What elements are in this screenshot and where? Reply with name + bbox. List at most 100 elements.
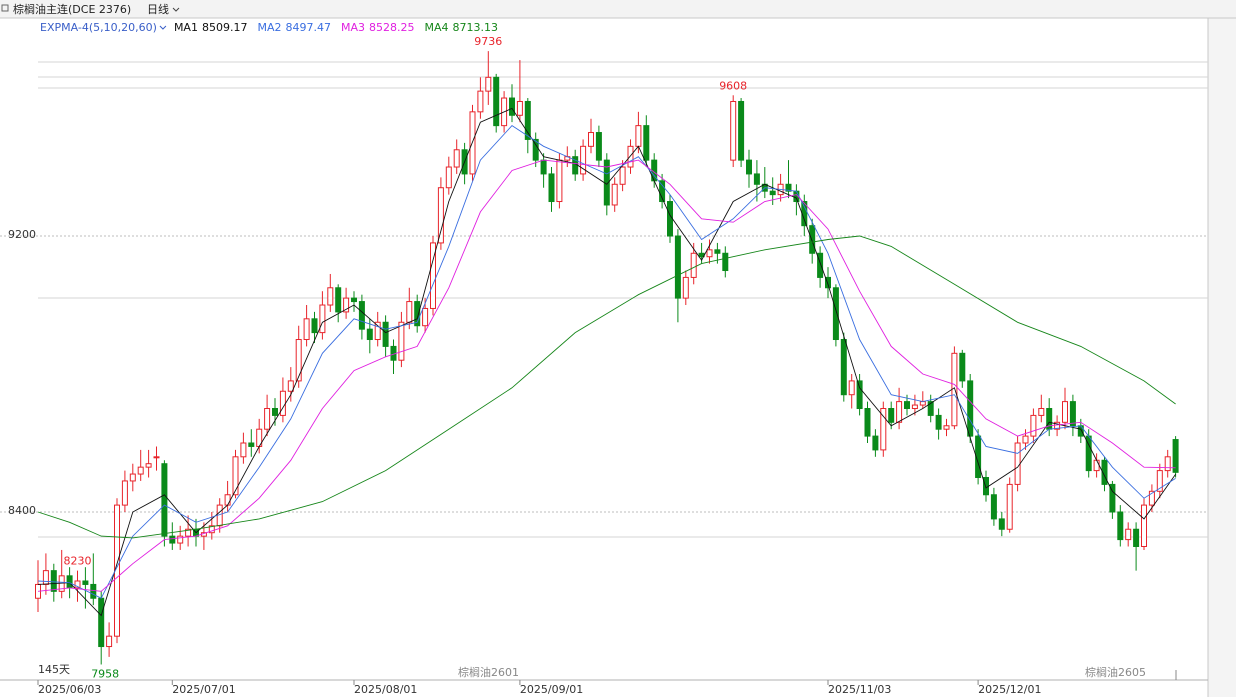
candle-body (896, 401, 903, 423)
y-tick-label: 9200 (8, 228, 36, 241)
candle-body (1069, 401, 1076, 427)
candle-body (98, 597, 105, 648)
candle-body (706, 249, 713, 258)
candle-body (746, 159, 752, 175)
candle-body (690, 252, 697, 278)
candle-body (864, 408, 871, 437)
candle-body (556, 159, 563, 203)
candle-body (1148, 490, 1155, 506)
candle-body (509, 97, 515, 116)
indicator-name[interactable]: EXPMA-4(5,10,20,60) (40, 21, 157, 34)
candle-body (177, 535, 184, 544)
candle-body (904, 401, 910, 410)
candle-body (374, 321, 381, 341)
legend-name: MA3 (341, 21, 365, 34)
candle-body (1006, 483, 1013, 530)
legend-value: 8497.47 (285, 21, 331, 34)
candle-body (880, 408, 887, 451)
candle-body (1022, 435, 1029, 444)
candle-body (627, 145, 634, 168)
ma-line (37, 159, 1176, 592)
candle-body (1101, 459, 1108, 485)
extreme-label: 9608 (719, 79, 747, 92)
candle-body (1054, 421, 1061, 430)
candle-body (145, 463, 152, 468)
period-chevron[interactable] (172, 7, 180, 12)
period-selector[interactable]: 日线 (147, 2, 169, 16)
candle-body (335, 287, 342, 313)
candle-body (809, 225, 816, 254)
candle-body (888, 408, 895, 423)
candle-body (832, 287, 839, 341)
candle-body (90, 583, 97, 599)
candle-body (477, 90, 484, 113)
candle-body (595, 132, 602, 161)
candle-body (983, 477, 989, 496)
instrument-title: 棕榈油主连(DCE 2376) (13, 2, 131, 16)
candle-body (398, 321, 405, 361)
menu-icon[interactable] (1, 4, 9, 12)
extreme-label: 8230 (64, 555, 92, 568)
y-tick-label: 8400 (8, 504, 36, 517)
contract-note: 棕榈油2605 (1085, 665, 1146, 679)
candle-body (295, 339, 302, 382)
candle-body (303, 318, 310, 341)
legend-value: 8713.13 (453, 21, 499, 34)
candle-body (169, 535, 176, 544)
x-tick-label: 2025/08/01 (354, 683, 417, 696)
day-count: 145天 (38, 663, 70, 676)
candle-body (327, 287, 334, 306)
candle-body (722, 252, 729, 272)
x-tick-label: 2025/11/03 (828, 683, 891, 696)
candle-body (208, 525, 215, 534)
candle-body (516, 100, 523, 116)
candle-body (785, 183, 792, 192)
candle-body (485, 76, 492, 92)
candle-body (493, 76, 500, 127)
candle-body (50, 570, 57, 592)
candle-body (580, 145, 587, 175)
candle-body (366, 328, 373, 341)
candle-body (358, 301, 365, 330)
candle-body (856, 380, 863, 410)
candle-body (279, 390, 286, 416)
candle-body (817, 252, 824, 278)
candle-body (935, 414, 942, 430)
candle-body (840, 339, 847, 396)
candle-body (825, 276, 831, 289)
candle-body (769, 190, 776, 196)
x-tick-label: 2025/09/01 (520, 683, 583, 696)
candle-body (1156, 470, 1163, 492)
candle-body (153, 456, 160, 459)
candle-body (1141, 504, 1147, 547)
candle-body (975, 435, 982, 479)
extreme-label: 7958 (91, 667, 119, 680)
candle-body (911, 404, 918, 410)
candle-body (1077, 425, 1084, 437)
candle-body (588, 132, 594, 147)
x-tick-label: 2025/06/03 (38, 683, 101, 696)
ma-line (37, 235, 1176, 539)
candle-body (848, 380, 855, 396)
legend-value: 8509.17 (202, 21, 248, 34)
candle-body (185, 528, 192, 537)
candle-body (351, 297, 357, 303)
right-strip (1208, 18, 1236, 697)
candle-body (129, 473, 136, 482)
candle-body (967, 380, 974, 437)
candle-body (453, 149, 460, 168)
candle-body (437, 187, 444, 244)
ma-line (37, 107, 1176, 617)
candle-body (753, 173, 760, 185)
candle-body (951, 352, 958, 427)
candle-body (232, 456, 239, 496)
candle-body (414, 301, 421, 327)
candle-body (42, 570, 49, 585)
candle-body (659, 180, 666, 203)
candle-body (1164, 456, 1171, 472)
candle-body (66, 575, 73, 589)
x-tick-label: 2025/07/01 (172, 683, 235, 696)
candle-body (74, 580, 81, 589)
candle-body (674, 235, 681, 299)
